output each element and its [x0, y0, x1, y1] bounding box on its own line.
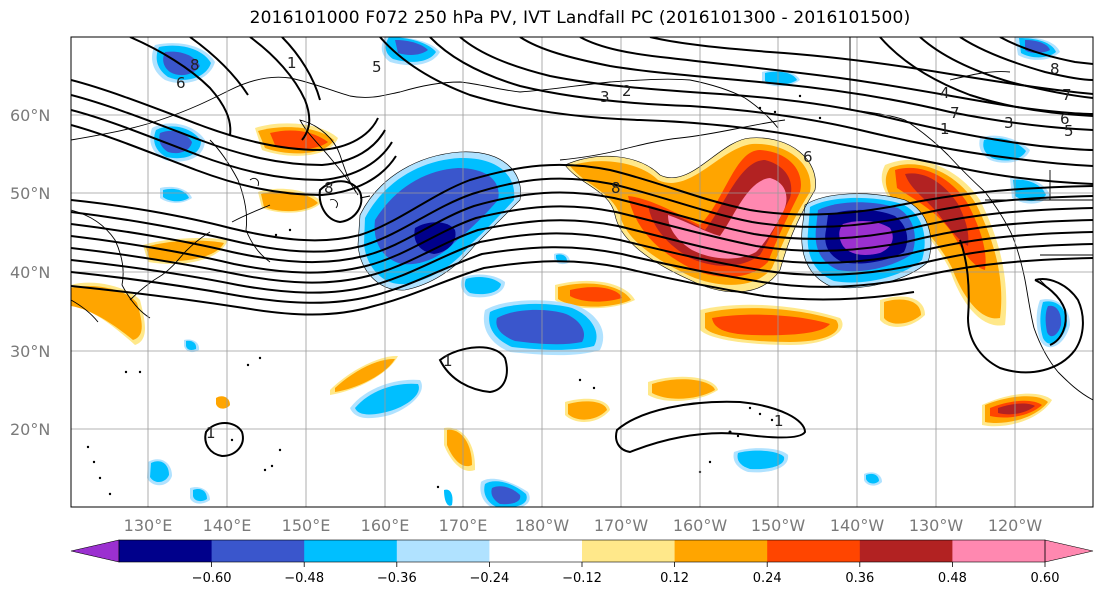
colorbar-tick-label: 0.36 — [845, 571, 874, 586]
islands — [86, 94, 822, 496]
colorbar-segment — [119, 540, 213, 562]
lat-label: 60°N — [10, 106, 50, 125]
pv-contours — [71, 37, 1093, 458]
lat-label: 50°N — [10, 184, 50, 203]
contour-label: 1 — [287, 54, 297, 72]
lon-label: 130°E — [124, 516, 173, 535]
contour-label: 8 — [190, 56, 200, 74]
colorbar-extend-high — [1044, 539, 1094, 563]
colorbar-segment — [582, 540, 676, 562]
latitude-labels: 60°N 50°N 40°N 30°N 20°N — [10, 106, 50, 439]
contour-label: 8 — [611, 179, 621, 197]
colorbar-tick-label: 0.60 — [1031, 571, 1060, 586]
lon-label: 160°W — [673, 516, 728, 535]
contour-label: 6 — [1060, 110, 1070, 128]
colorbar-extend-low — [70, 539, 120, 563]
contour-label: 5 — [1064, 122, 1074, 140]
lon-label: 150°E — [282, 516, 331, 535]
longitude-labels: 130°E 140°E 150°E 160°E 170°E 180°W 170°… — [124, 516, 1043, 535]
contour-label: 1 — [206, 424, 216, 442]
contour-label: 2 — [622, 82, 632, 100]
colorbar-tick-label: −0.12 — [562, 571, 602, 586]
lon-label: 130°W — [909, 516, 964, 535]
lon-label: 140°E — [203, 516, 252, 535]
lon-label: 180°W — [515, 516, 570, 535]
lon-label: 150°W — [751, 516, 806, 535]
colorbar: −0.60 −0.48 −0.36 −0.24 −0.12 0.12 0.24 0.36 0.4… — [70, 539, 1094, 586]
lon-label: 170°W — [594, 516, 649, 535]
contour-label: 7 — [950, 104, 960, 122]
contour-label: 7 — [1062, 86, 1072, 104]
contour-label: 3 — [600, 88, 610, 106]
contour-label: 8 — [324, 179, 334, 197]
contour-label: 6 — [176, 74, 186, 92]
lon-label: 120°W — [988, 516, 1043, 535]
positive-anomaly-pink — [668, 178, 787, 259]
colorbar-segment — [396, 540, 490, 562]
colorbar-segment — [952, 540, 1046, 562]
contour-label: 5 — [372, 58, 382, 76]
colorbar-tick-label: −0.60 — [192, 571, 232, 586]
colorbar-segment — [304, 540, 398, 562]
map-title: 2016101000 F072 250 hPa PV, IVT Landfall… — [249, 8, 911, 28]
contour-label: 1 — [443, 352, 453, 370]
lat-label: 40°N — [10, 263, 50, 282]
colorbar-segment — [211, 540, 305, 562]
contour-label: 1 — [774, 412, 784, 430]
lat-label: 20°N — [10, 420, 50, 439]
colorbar-tick-label: 0.12 — [660, 571, 689, 586]
contour-labels: 8 6 1 5 3 2 4 7 1 3 6 5 8 7 6 8 1 1 1 8 — [176, 54, 1074, 442]
contour-label: 3 — [1004, 114, 1014, 132]
colorbar-tick-label: 0.24 — [753, 571, 782, 586]
colorbar-tick-label: −0.36 — [377, 571, 417, 586]
colorbar-segment — [489, 540, 583, 562]
contour-label: 8 — [1050, 60, 1060, 78]
lon-label: 160°E — [361, 516, 410, 535]
map-frame — [70, 36, 1094, 508]
contour-label: 6 — [803, 148, 813, 166]
lon-label: 170°E — [439, 516, 488, 535]
lon-label: 140°W — [830, 516, 885, 535]
colorbar-tick-label: −0.48 — [284, 571, 324, 586]
contour-label: 1 — [940, 120, 950, 138]
colorbar-tick-label: −0.24 — [469, 571, 509, 586]
colorbar-segment — [767, 540, 861, 562]
lat-label: 30°N — [10, 342, 50, 361]
colorbar-segment — [674, 540, 768, 562]
contour-label: 4 — [940, 84, 950, 102]
colorbar-segment — [859, 540, 953, 562]
colorbar-tick-label: 0.48 — [938, 571, 967, 586]
